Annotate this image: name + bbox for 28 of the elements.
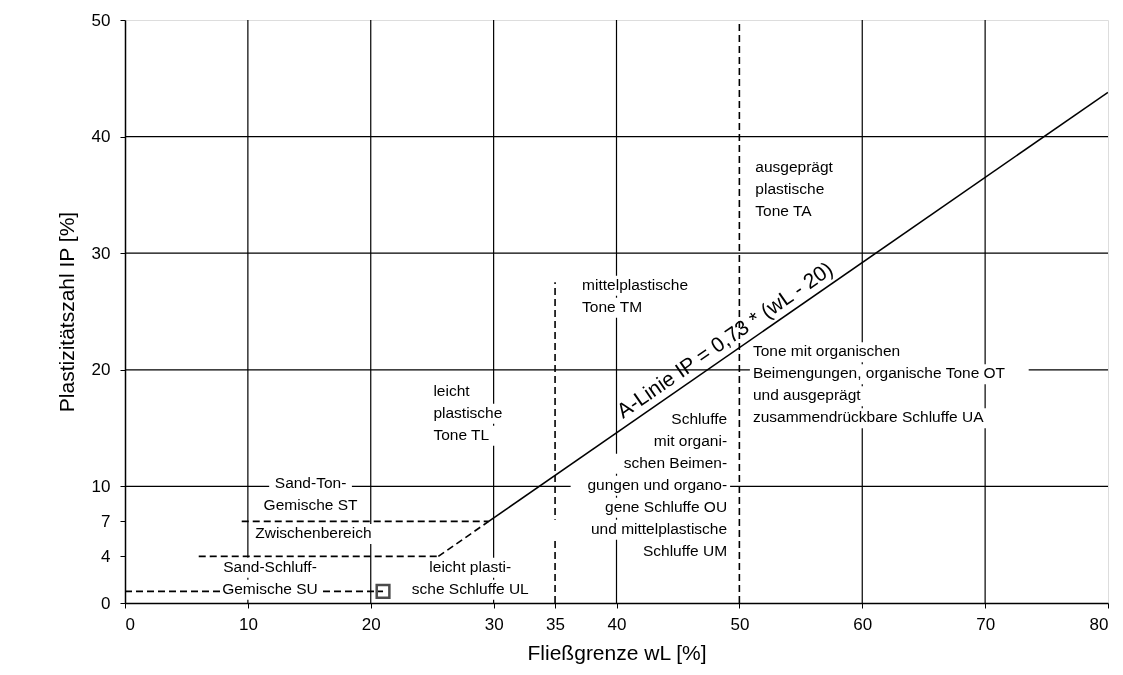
y-tick-label: 7 — [101, 511, 111, 531]
y-tick-label: 50 — [91, 10, 111, 30]
annotation: Sand-Schluff- Gemische SU — [222, 557, 318, 597]
x-tick-label: 30 — [484, 614, 504, 634]
x-tick-label: 10 — [238, 614, 258, 634]
y-tick-label: 10 — [91, 476, 111, 496]
annotation: Tone mit organischen Beimengungen, organische Tone OT und ausgeprägt zusammendrückbare Schluffe UA — [752, 342, 1006, 426]
y-tick-label: 4 — [101, 546, 111, 566]
annotation: Sand-Ton- Gemische ST — [263, 473, 359, 513]
x-tick-label: 0 — [125, 614, 135, 634]
x-axis-title: Fließgrenze wL [%] — [527, 640, 707, 664]
x-tick-label: 60 — [853, 614, 873, 634]
x-tick-label: 50 — [730, 614, 750, 634]
x-tick-label: 40 — [607, 614, 627, 634]
y-tick-label: 30 — [91, 243, 111, 263]
y-tick-label: 40 — [91, 127, 111, 147]
annotation: leicht plasti- sche Schluffe UL — [411, 557, 530, 597]
annotation: mittelplastische Tone TM — [582, 275, 689, 315]
y-axis-title: Plastizitätszahl IP [%] — [54, 211, 78, 413]
y-tick-label: 0 — [101, 593, 111, 613]
x-tick-label: 35 — [546, 614, 566, 634]
x-tick-label: 20 — [361, 614, 381, 634]
y-tick-label: 20 — [91, 360, 111, 380]
annotation: ausgeprägt plastische Tone TA — [755, 157, 834, 219]
x-tick-label: 70 — [976, 614, 996, 634]
x-tick-label: 80 — [1089, 614, 1109, 634]
annotation: Zwischenbereich — [255, 524, 372, 542]
annotation: leicht plastische Tone TL — [433, 381, 503, 443]
